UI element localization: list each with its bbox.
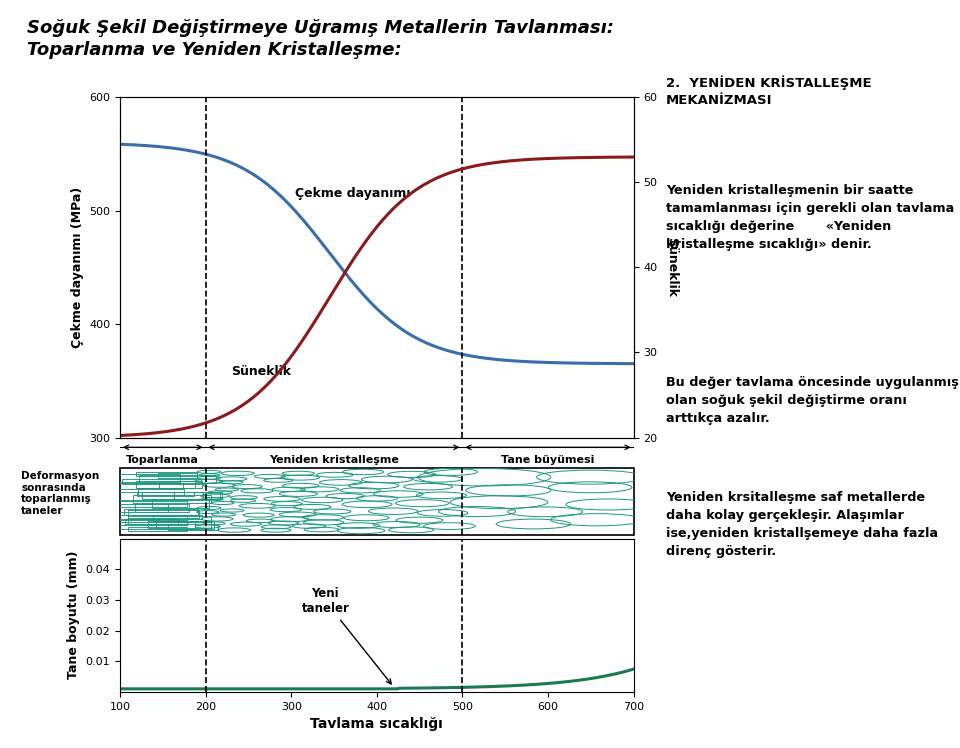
Text: Çekme dayanımı: Çekme dayanımı: [296, 187, 411, 200]
Text: Yeniden krsitalleşme saf metallerde daha kolay gerçekleşir. Alaşımlar ise,yenide: Yeniden krsitalleşme saf metallerde daha…: [666, 491, 938, 558]
Text: Toparlanma: Toparlanma: [127, 456, 200, 465]
Text: Süneklik: Süneklik: [231, 365, 291, 378]
Text: Toparlanma ve Yeniden Kristalleşme:: Toparlanma ve Yeniden Kristalleşme:: [27, 41, 401, 59]
Text: Yeniden kristalleşme: Yeniden kristalleşme: [269, 456, 399, 465]
Y-axis label: Süneklik: Süneklik: [665, 237, 679, 298]
Text: 2.  YENİDEN KRİSTALLEŞME
MEKANİZMASI: 2. YENİDEN KRİSTALLEŞME MEKANİZMASI: [666, 76, 872, 107]
Text: Yeniden kristalleşmenin bir saatte tamamlanması için gerekli olan tavlama sıcakl: Yeniden kristalleşmenin bir saatte tamam…: [666, 184, 954, 251]
X-axis label: Tavlama sıcaklığı: Tavlama sıcaklığı: [310, 717, 444, 732]
Text: Soğuk Şekil Değiştirmeye Uğramış Metallerin Tavlanması:: Soğuk Şekil Değiştirmeye Uğramış Metalle…: [27, 19, 613, 37]
Text: Yeni
taneler: Yeni taneler: [301, 587, 392, 684]
Text: Tane büyümesi: Tane büyümesi: [501, 456, 594, 465]
Text: Bu değer tavlama öncesinde uygulanmış olan soğuk şekil değiştirme oranı arttıkça: Bu değer tavlama öncesinde uygulanmış ol…: [666, 376, 959, 425]
Y-axis label: Tane boyutu (mm): Tane boyutu (mm): [67, 551, 80, 679]
Y-axis label: Çekme dayanımı (MPa): Çekme dayanımı (MPa): [71, 187, 84, 348]
Text: Deformasyon
sonrasında
toparlanmış
taneler: Deformasyon sonrasında toparlanmış tanel…: [21, 471, 100, 516]
